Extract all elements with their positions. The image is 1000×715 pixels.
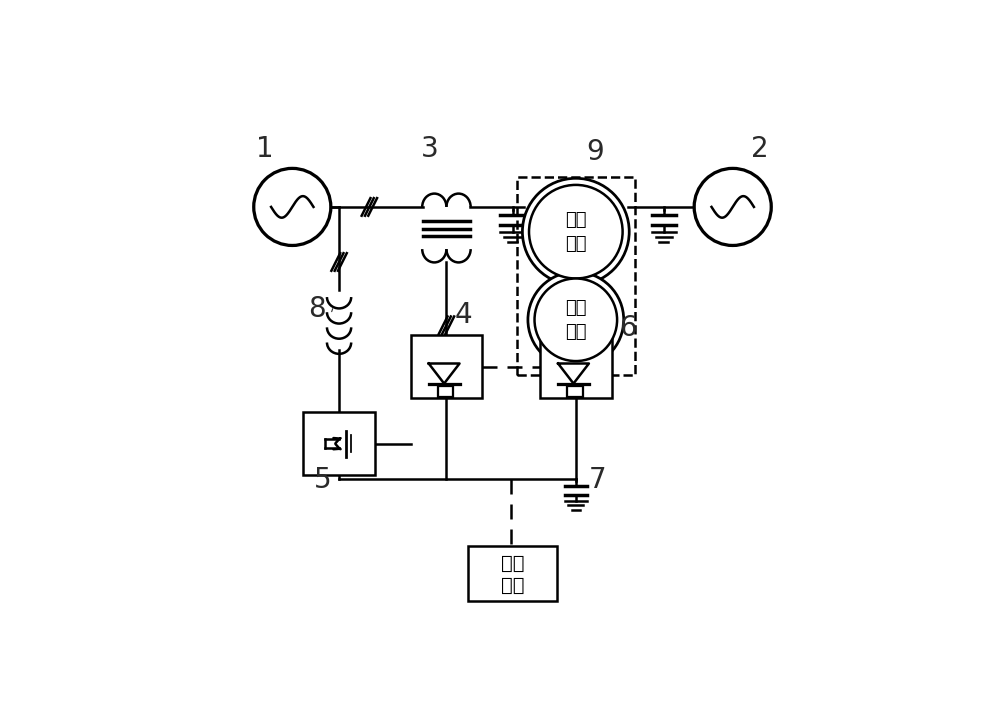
Text: 4: 4 (454, 300, 472, 328)
Circle shape (529, 185, 623, 278)
Text: 5: 5 (314, 465, 331, 493)
Text: 1: 1 (256, 135, 274, 163)
Text: 6: 6 (619, 315, 637, 342)
Text: 3: 3 (421, 135, 439, 163)
Text: 7: 7 (589, 465, 607, 493)
Circle shape (528, 272, 624, 368)
Text: 电路: 电路 (501, 576, 524, 595)
Text: 控制: 控制 (501, 553, 524, 573)
Bar (438, 386, 453, 397)
Text: 8: 8 (308, 295, 326, 323)
Bar (517, 177, 635, 375)
Text: 9: 9 (586, 138, 604, 166)
Text: 2: 2 (751, 135, 769, 163)
Text: 双馈: 双馈 (565, 211, 587, 229)
Bar (411, 335, 482, 398)
Text: 直流: 直流 (565, 299, 587, 317)
Circle shape (522, 178, 629, 285)
Bar (567, 386, 583, 397)
Text: 电机: 电机 (565, 323, 587, 341)
Bar (540, 335, 612, 398)
Circle shape (254, 168, 331, 245)
Text: 电机: 电机 (565, 235, 587, 253)
Circle shape (535, 278, 617, 361)
Bar (468, 546, 557, 601)
Bar (303, 412, 375, 475)
Circle shape (694, 168, 771, 245)
